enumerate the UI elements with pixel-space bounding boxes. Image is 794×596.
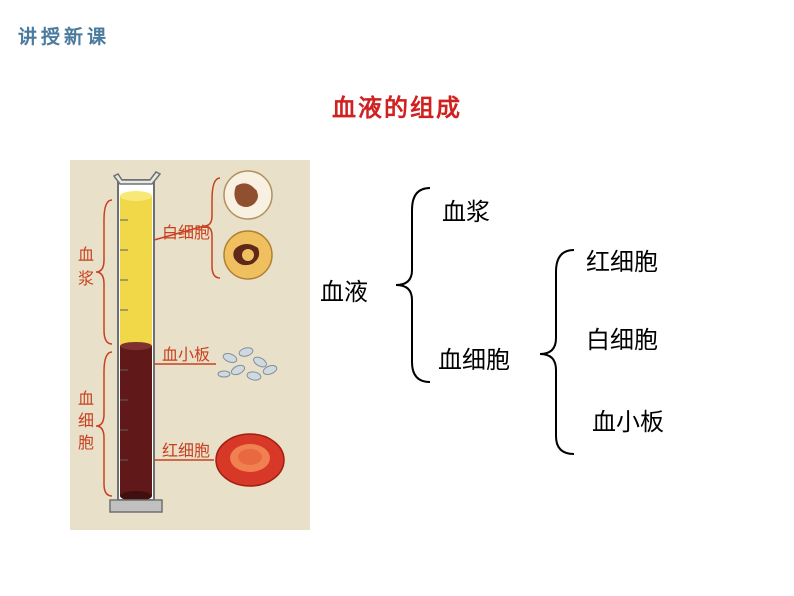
brace-level2 <box>526 242 586 462</box>
header-text: 讲授新课 <box>18 27 110 48</box>
title-text: 血液的组成 <box>332 95 462 122</box>
white-cell-label: 白细胞 <box>162 224 210 242</box>
brace-level1 <box>382 180 442 390</box>
hierarchy-rbc: 红细胞 <box>586 242 658 277</box>
cells-side-label-2: 细 <box>78 412 94 430</box>
slide-header: 讲授新课 <box>18 22 110 49</box>
cells-side-label-3: 胞 <box>78 434 94 452</box>
hierarchy-wbc: 白细胞 <box>586 320 658 355</box>
red-cell-icon <box>216 434 284 486</box>
hierarchy-plasma: 血浆 <box>442 192 490 227</box>
hierarchy-diagram: 血液 血浆 血细胞 红细胞 白细胞 血小板 <box>320 180 780 480</box>
platelet-label: 血小板 <box>162 346 210 364</box>
cells-side-label-1: 血 <box>78 390 94 408</box>
plasma-side-label-2: 浆 <box>78 270 94 288</box>
hierarchy-root: 血液 <box>320 272 368 307</box>
white-cell-icon <box>224 171 272 219</box>
red-cell-label: 红细胞 <box>162 442 210 460</box>
hierarchy-platelet: 血小板 <box>592 402 664 437</box>
hierarchy-cells: 血细胞 <box>438 340 510 375</box>
white-cell-icon-2 <box>224 231 272 279</box>
blood-tube-diagram: 血 浆 血 细 胞 白细胞 <box>70 160 310 530</box>
diagram-svg: 血 浆 血 细 胞 白细胞 <box>70 160 310 530</box>
slide-title: 血液的组成 <box>332 88 462 123</box>
test-tube <box>110 172 162 512</box>
plasma-side-label: 血 <box>78 246 94 264</box>
